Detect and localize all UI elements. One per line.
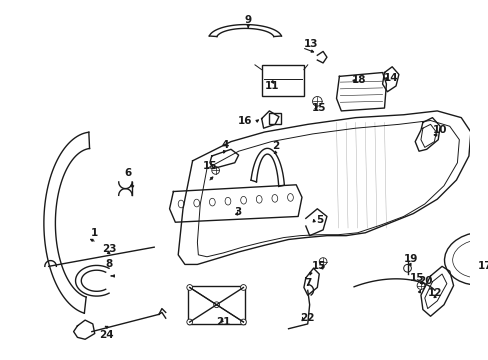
- Bar: [269, 113, 280, 124]
- Text: 13: 13: [303, 39, 317, 49]
- Circle shape: [213, 302, 219, 307]
- Text: 2: 2: [272, 141, 279, 152]
- Circle shape: [186, 285, 192, 291]
- Text: 15: 15: [311, 103, 326, 113]
- Text: 8: 8: [105, 260, 113, 269]
- Text: 15: 15: [202, 161, 217, 171]
- Text: 6: 6: [124, 168, 132, 178]
- Text: 12: 12: [427, 288, 442, 298]
- Text: 15: 15: [409, 273, 424, 283]
- Text: 7: 7: [304, 278, 311, 288]
- Circle shape: [240, 319, 246, 325]
- Text: 19: 19: [404, 254, 418, 264]
- Text: 23: 23: [102, 244, 116, 254]
- Text: 4: 4: [221, 140, 228, 150]
- Text: 20: 20: [418, 276, 432, 286]
- Text: 17: 17: [477, 261, 488, 271]
- Text: 22: 22: [300, 313, 314, 323]
- Text: 5: 5: [316, 215, 323, 225]
- Text: 3: 3: [234, 207, 241, 217]
- Bar: [187, 285, 245, 324]
- Bar: [261, 65, 303, 95]
- Text: 18: 18: [350, 75, 365, 85]
- Circle shape: [240, 285, 246, 291]
- Text: 15: 15: [311, 261, 326, 271]
- Text: 16: 16: [238, 116, 252, 126]
- Circle shape: [186, 319, 192, 325]
- Text: 21: 21: [216, 317, 230, 327]
- Text: 10: 10: [432, 125, 447, 135]
- Text: 24: 24: [99, 330, 113, 341]
- Text: 11: 11: [264, 81, 279, 91]
- Text: 9: 9: [244, 15, 251, 25]
- Text: 1: 1: [91, 228, 98, 238]
- Text: 14: 14: [383, 73, 398, 83]
